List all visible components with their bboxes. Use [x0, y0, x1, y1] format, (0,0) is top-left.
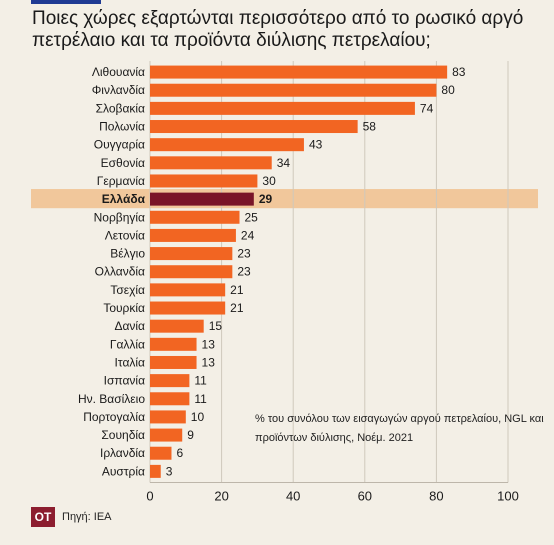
chart-note: % του συνόλου των εισαγωγών αργού πετρελ… — [255, 413, 544, 444]
category-label: Βέλγιο — [110, 247, 145, 261]
category-label: Ιταλία — [115, 355, 146, 369]
bar-2 — [150, 83, 437, 97]
value-label: 23 — [237, 265, 251, 279]
value-label: 6 — [176, 446, 183, 460]
bar-14 — [150, 301, 226, 315]
category-label: Τουρκία — [103, 301, 145, 315]
bar-19 — [150, 392, 190, 406]
category-label: Γερμανία — [97, 174, 145, 188]
value-label: 58 — [363, 120, 377, 134]
bar-17 — [150, 355, 197, 369]
category-label: Ην. Βασίλειο — [78, 392, 145, 406]
bar-1 — [150, 65, 448, 79]
value-label: 83 — [452, 65, 466, 79]
category-label: Ιρλανδία — [100, 446, 145, 460]
bar-11 — [150, 247, 233, 261]
bar-4 — [150, 120, 358, 134]
value-label: 13 — [202, 337, 216, 351]
x-tick-label: 100 — [497, 488, 519, 503]
value-label: 24 — [241, 228, 255, 242]
value-label: 29 — [259, 192, 273, 206]
x-tick-label: 60 — [358, 488, 372, 503]
bar-5 — [150, 138, 304, 152]
x-tick-label: 80 — [429, 488, 443, 503]
category-label: Λετονία — [105, 228, 145, 242]
x-tick-label: 0 — [146, 488, 153, 503]
value-label: 23 — [237, 247, 251, 261]
chart-title: Ποιες χώρες εξαρτώνται περισσότερο από τ… — [32, 8, 524, 51]
category-label: Τσεχία — [110, 283, 145, 297]
value-label: 21 — [230, 301, 244, 315]
bar-13 — [150, 283, 226, 297]
value-label: 11 — [194, 392, 207, 406]
value-label: 21 — [230, 283, 244, 297]
bar-16 — [150, 337, 197, 351]
bar-8 — [150, 192, 254, 206]
category-label: Ελλάδα — [102, 192, 146, 206]
category-label: Λιθουανία — [92, 65, 145, 79]
category-label: Φινλανδία — [92, 83, 145, 97]
category-label: Πορτογαλία — [83, 410, 145, 424]
brand-logo: ΟΤ — [31, 507, 55, 527]
value-label: 34 — [277, 156, 291, 170]
bar-9 — [150, 210, 240, 224]
x-tick-label: 40 — [286, 488, 300, 503]
value-label: 15 — [209, 319, 223, 333]
value-label: 9 — [187, 428, 194, 442]
category-label: Νορβηγία — [94, 210, 145, 224]
value-label: 30 — [262, 174, 276, 188]
bar-6 — [150, 156, 272, 170]
value-label: 25 — [245, 210, 259, 224]
category-label: Πολωνία — [99, 120, 145, 134]
category-label: Σλοβακία — [96, 101, 145, 115]
bar-7 — [150, 174, 258, 188]
category-label: Αυστρία — [102, 464, 145, 478]
top-rule — [31, 0, 101, 4]
bar-22 — [150, 446, 172, 460]
value-label: 74 — [420, 101, 434, 115]
bar-20 — [150, 410, 186, 424]
bar-10 — [150, 228, 236, 242]
category-label: Ουγγαρία — [94, 138, 145, 152]
bar-18 — [150, 374, 190, 388]
value-label: 3 — [166, 464, 173, 478]
category-label: Σουηδία — [101, 428, 145, 442]
category-label: Δανία — [114, 319, 145, 333]
category-label: Γαλλία — [110, 337, 145, 351]
bar-12 — [150, 265, 233, 279]
value-label: 43 — [309, 138, 323, 152]
bar-21 — [150, 428, 183, 442]
bar-3 — [150, 101, 415, 115]
category-label: Ολλανδία — [95, 265, 145, 279]
category-label: Ισπανία — [104, 374, 145, 388]
value-label: 10 — [191, 410, 205, 424]
bar-15 — [150, 319, 204, 333]
value-label: 11 — [194, 374, 207, 388]
bar-23 — [150, 464, 161, 478]
value-label: 13 — [202, 355, 216, 369]
value-label: 80 — [441, 83, 455, 97]
category-label: Εσθονία — [101, 156, 145, 170]
source-label: Πηγή: IEA — [62, 511, 112, 523]
x-tick-label: 20 — [214, 488, 228, 503]
